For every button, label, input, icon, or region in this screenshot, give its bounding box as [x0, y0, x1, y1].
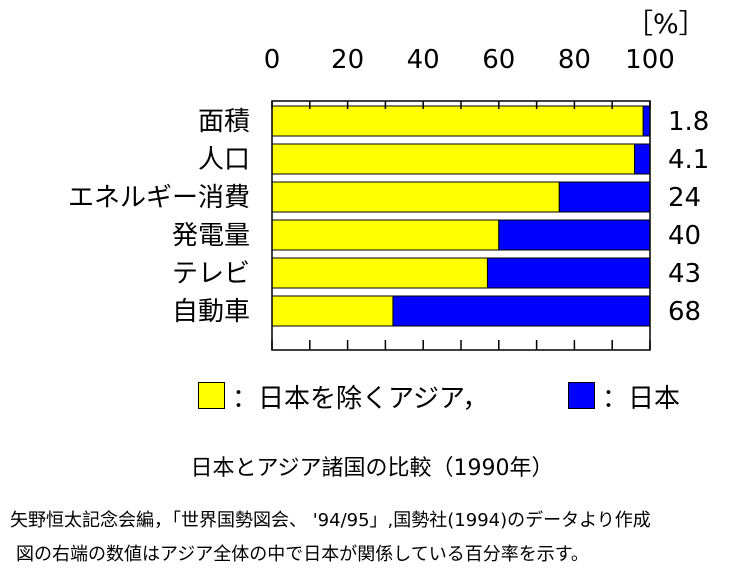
- figure-note: 図の右端の数値はアジア全体の中で日本が関係している百分率を示す。: [16, 544, 589, 565]
- right-value-label-0: 1.8: [668, 107, 709, 137]
- bar-rest-of-asia-5: [271, 295, 394, 327]
- right-value-label-1: 4.1: [668, 145, 709, 175]
- x-tick-label-2: 40: [407, 45, 440, 75]
- source-citation: 矢野恒太記念会編，「世界国勢図会、 '94/95」,国勢社(1994)のデータよ…: [10, 510, 651, 531]
- category-label-1: 人口: [198, 145, 250, 175]
- category-label-5: 自動車: [172, 297, 250, 327]
- bar-rest-of-asia-4: [271, 257, 488, 289]
- bar-japan-5: [392, 295, 651, 327]
- chart-title: 日本とアジア諸国の比較（1990年）: [190, 456, 554, 481]
- category-label-3: 発電量: [172, 221, 250, 251]
- category-label-4: テレビ: [172, 259, 250, 289]
- right-value-label-2: 24: [668, 183, 701, 213]
- legend-label-rest-of-asia: ：日本を除くアジア，: [232, 384, 489, 414]
- x-axis-ticks: [271, 101, 651, 350]
- legend-label-japan: ：日本: [602, 384, 681, 414]
- x-tick-label-1: 20: [331, 45, 364, 75]
- bar-rest-of-asia-3: [271, 219, 500, 251]
- category-label-0: 面積: [198, 107, 250, 137]
- x-tick-label-0: 0: [264, 45, 281, 75]
- unit-label: ［%］: [626, 9, 706, 40]
- right-value-label-3: 40: [668, 221, 701, 251]
- right-value-label-4: 43: [668, 259, 701, 289]
- x-axis-tick-labels: 0 20 40 60 80 100: [264, 45, 675, 75]
- legend-swatch-japan: [568, 382, 595, 409]
- bar-japan-3: [498, 219, 651, 251]
- bar-japan-4: [486, 257, 651, 289]
- bar-rest-of-asia-0: [271, 105, 644, 137]
- x-tick-label-5: 100: [625, 45, 675, 75]
- right-value-labels: 1.8 4.1 24 40 43 68: [668, 107, 709, 327]
- bar-japan-1: [634, 143, 651, 175]
- x-tick-label-4: 80: [558, 45, 591, 75]
- bar-rest-of-asia-2: [271, 181, 560, 213]
- legend-swatch-rest-of-asia: [198, 382, 225, 409]
- bar-japan-2: [558, 181, 651, 213]
- right-value-label-5: 68: [668, 297, 701, 327]
- x-tick-label-3: 60: [482, 45, 515, 75]
- bar-rest-of-asia-1: [271, 143, 636, 175]
- category-label-2: エネルギー消費: [68, 183, 250, 213]
- bar-japan-0: [642, 105, 651, 137]
- bars-layer: [271, 105, 651, 327]
